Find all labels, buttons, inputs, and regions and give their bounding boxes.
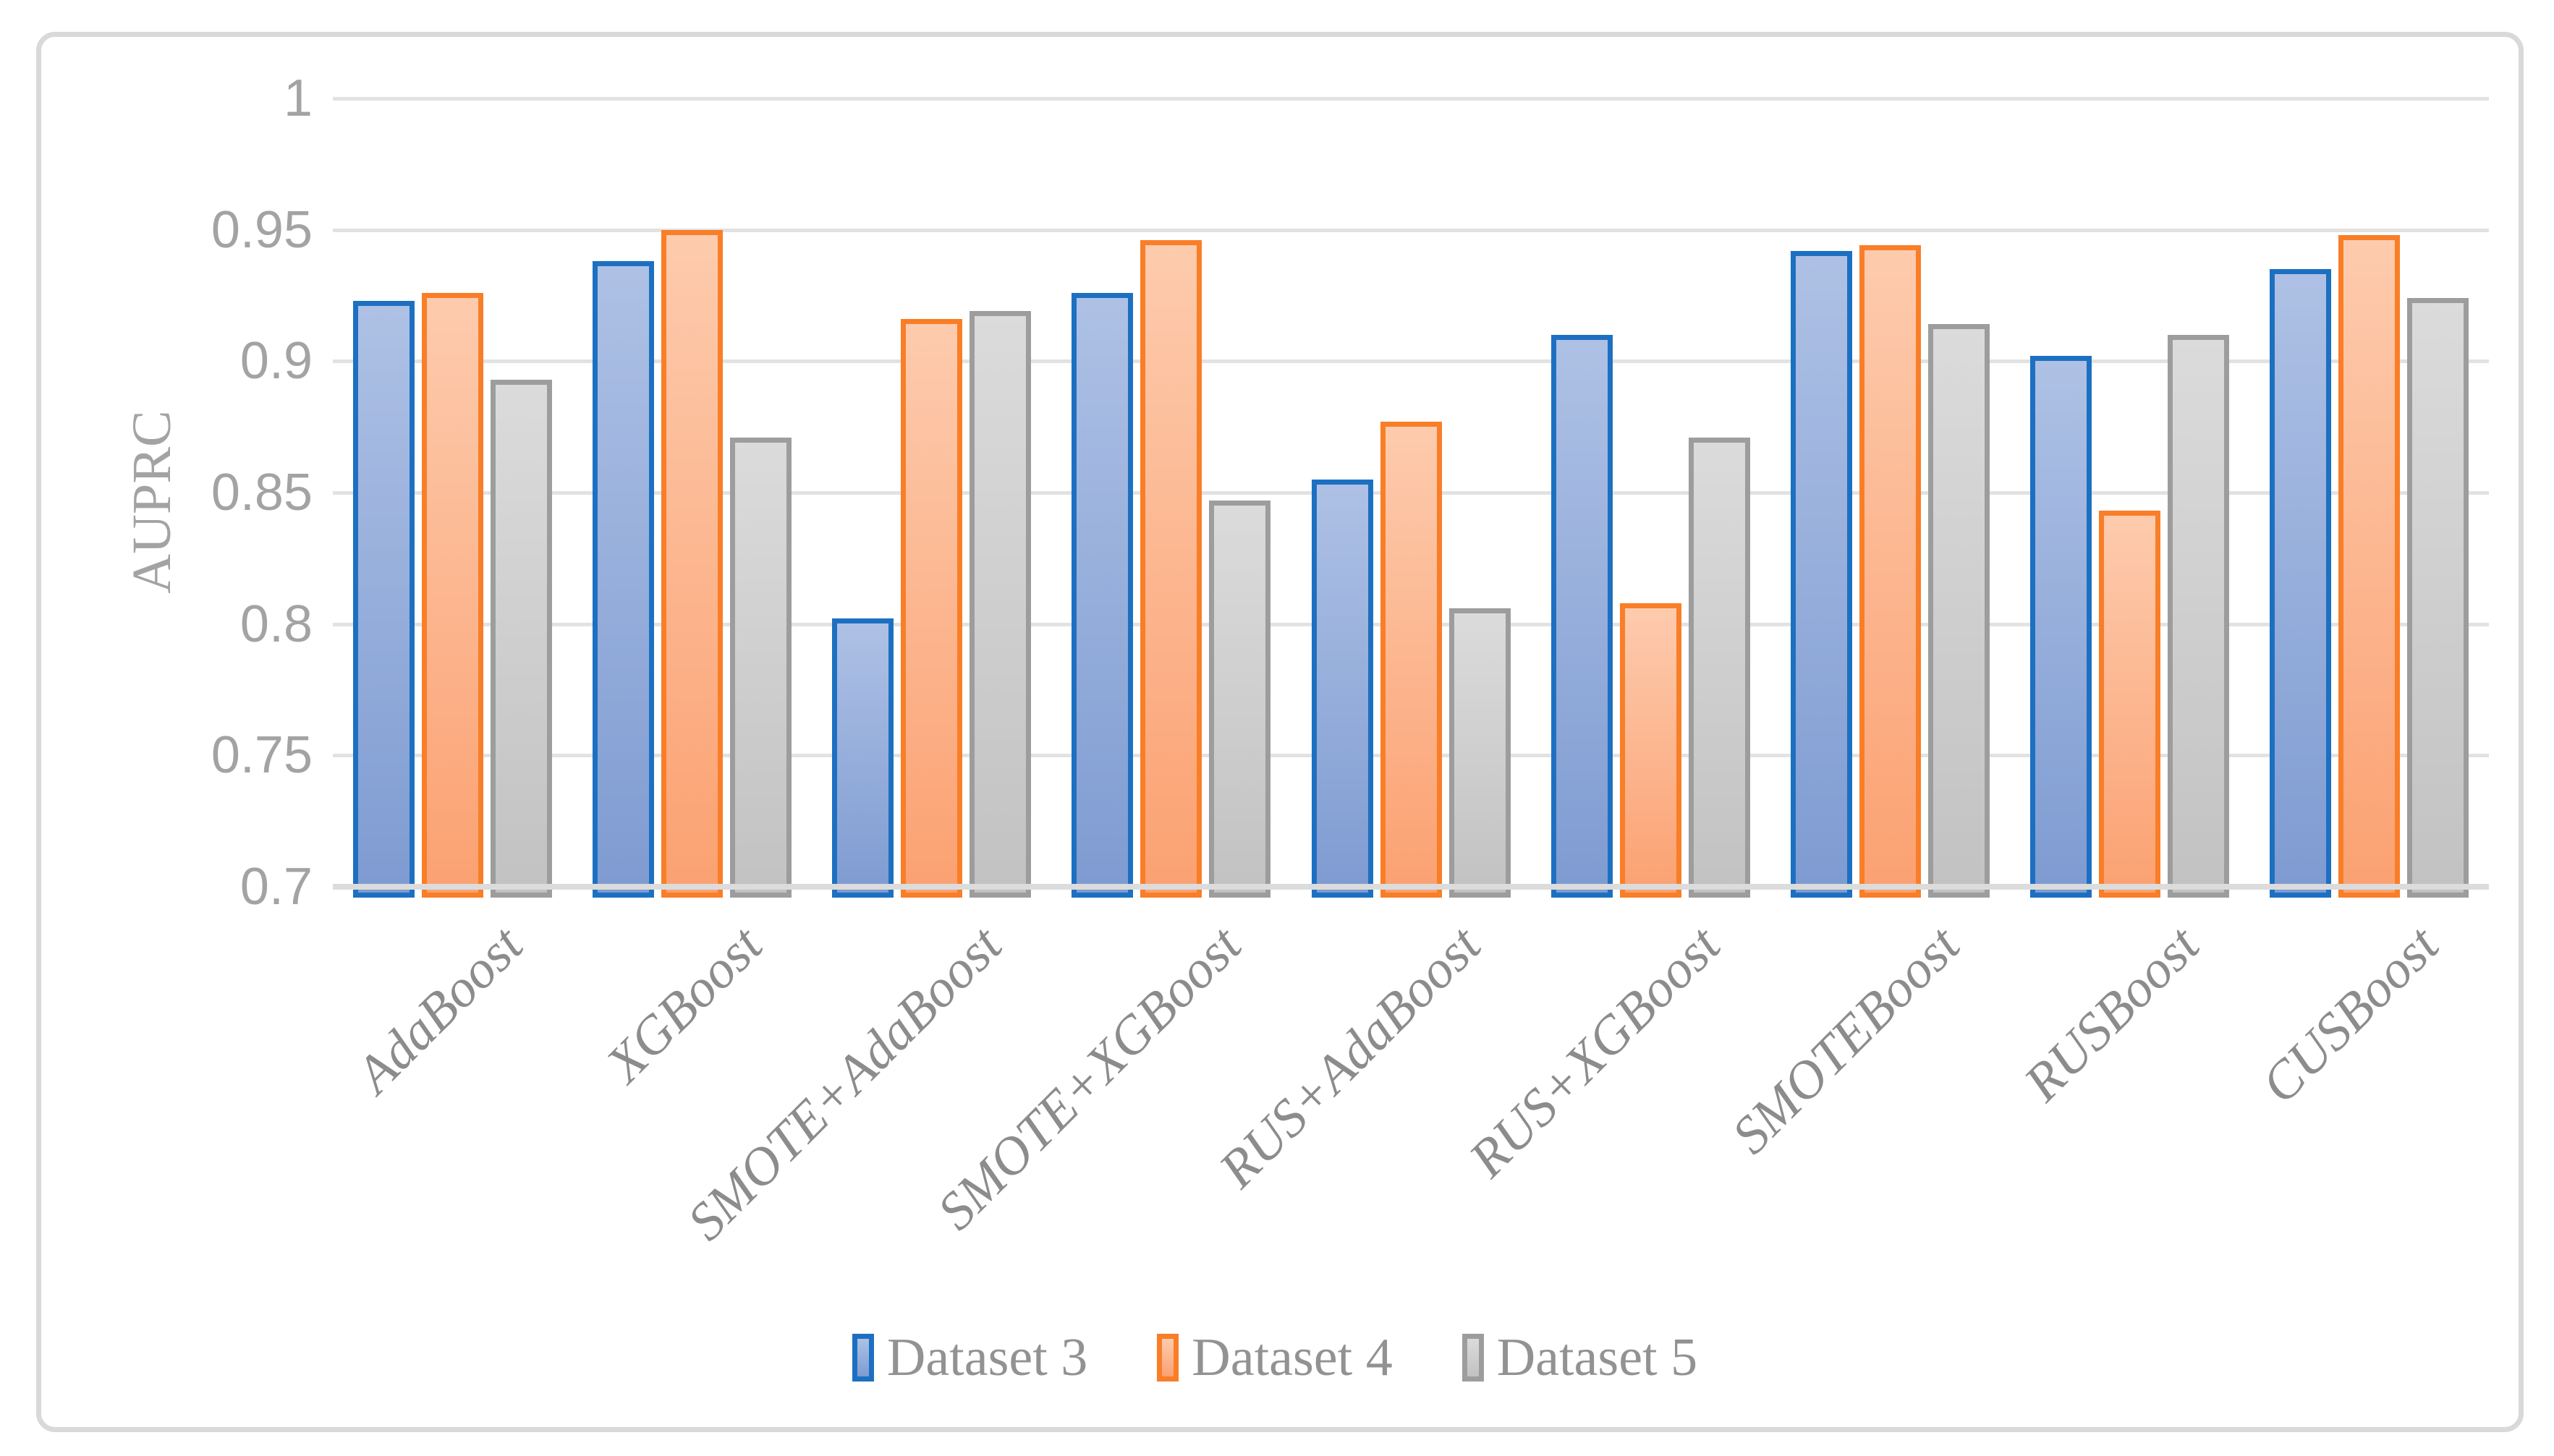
bar-CUSBoost-dataset-3: [2270, 269, 2331, 898]
y-tick-label-1: 1: [283, 69, 313, 127]
x-axis-line: [333, 884, 2489, 890]
x-category-label-smoteboost: SMOTEBoost: [1721, 915, 1972, 1166]
bar-SMOTE+AdaBoost-dataset-5: [970, 311, 1031, 898]
bar-RUS+XGBoost-dataset-4: [1620, 603, 1681, 898]
bar-SMOTE+AdaBoost-dataset-4: [901, 319, 962, 898]
y-tick-label-0.95: 0.95: [211, 201, 313, 259]
y-tick-label-0.8: 0.8: [239, 595, 313, 653]
y-tick-label-0.9: 0.9: [239, 332, 313, 390]
bar-SMOTE+AdaBoost-dataset-3: [832, 618, 894, 898]
bar-SMOTE+XGBoost-dataset-5: [1209, 501, 1270, 898]
legend: Dataset 3 Dataset 4 Dataset 5: [36, 1318, 2513, 1397]
y-axis-title: AUPRC: [122, 410, 182, 594]
gridline-0.95: [333, 229, 2489, 232]
legend-item-dataset-4: Dataset 4: [1157, 1328, 1393, 1387]
bar-RUS+XGBoost-dataset-5: [1689, 438, 1750, 898]
legend-label: Dataset 3: [886, 1328, 1088, 1387]
x-category-label-smoteplus-adaboost: SMOTE+AdaBoost: [676, 915, 1014, 1252]
bar-SMOTE+XGBoost-dataset-3: [1072, 293, 1133, 898]
bar-AdaBoost-dataset-4: [422, 293, 483, 898]
bar-RUS+XGBoost-dataset-3: [1551, 335, 1613, 898]
legend-item-dataset-5: Dataset 5: [1461, 1328, 1698, 1387]
bar-SMOTEBoost-dataset-3: [1791, 251, 1852, 898]
legend-item-dataset-3: Dataset 3: [852, 1329, 1087, 1387]
bar-CUSBoost-dataset-4: [2338, 235, 2400, 898]
y-tick-label-0.85: 0.85: [211, 464, 313, 521]
bar-RUS+AdaBoost-dataset-5: [1449, 608, 1511, 898]
bar-XGBoost-dataset-4: [661, 230, 723, 898]
bar-SMOTEBoost-dataset-5: [1928, 324, 1990, 898]
bar-RUSBoost-dataset-5: [2168, 335, 2229, 898]
bar-AdaBoost-dataset-3: [353, 301, 415, 898]
x-category-label-cusboost: CUSBoost: [2250, 915, 2451, 1115]
x-category-label-xgboost: XGBoost: [595, 915, 774, 1094]
gridline-1: [333, 97, 2489, 101]
bar-XGBoost-dataset-3: [593, 261, 654, 898]
x-category-label-smoteplus-xgboost: SMOTE+XGBoost: [926, 915, 1253, 1242]
bar-SMOTEBoost-dataset-4: [1859, 245, 1921, 898]
legend-swatch-icon: [1461, 1334, 1484, 1382]
bar-RUS+AdaBoost-dataset-3: [1312, 480, 1373, 898]
y-tick-label-0.7: 0.7: [239, 858, 313, 916]
legend-label: Dataset 5: [1496, 1328, 1698, 1387]
legend-swatch-icon: [852, 1334, 874, 1382]
x-category-label-rusboost: RUSBoost: [2013, 915, 2211, 1113]
bar-XGBoost-dataset-5: [730, 438, 792, 898]
bar-CUSBoost-dataset-5: [2407, 298, 2469, 898]
bar-SMOTE+XGBoost-dataset-4: [1140, 240, 1202, 898]
bar-RUS+AdaBoost-dataset-4: [1380, 422, 1442, 898]
gridline-0.9: [333, 359, 2489, 363]
legend-swatch-icon: [1157, 1334, 1179, 1382]
bar-RUSBoost-dataset-4: [2099, 511, 2160, 898]
bar-RUSBoost-dataset-3: [2030, 356, 2092, 898]
x-category-label-rusplus-xgboost: RUS+XGBoost: [1458, 915, 1732, 1189]
x-category-label-adaboost: AdaBoost: [344, 915, 535, 1104]
bar-AdaBoost-dataset-5: [491, 380, 552, 898]
x-category-label-rusplus-adaboost: RUS+AdaBoost: [1208, 915, 1493, 1199]
legend-label: Dataset 4: [1192, 1328, 1393, 1387]
y-tick-label-0.75: 0.75: [211, 726, 313, 784]
